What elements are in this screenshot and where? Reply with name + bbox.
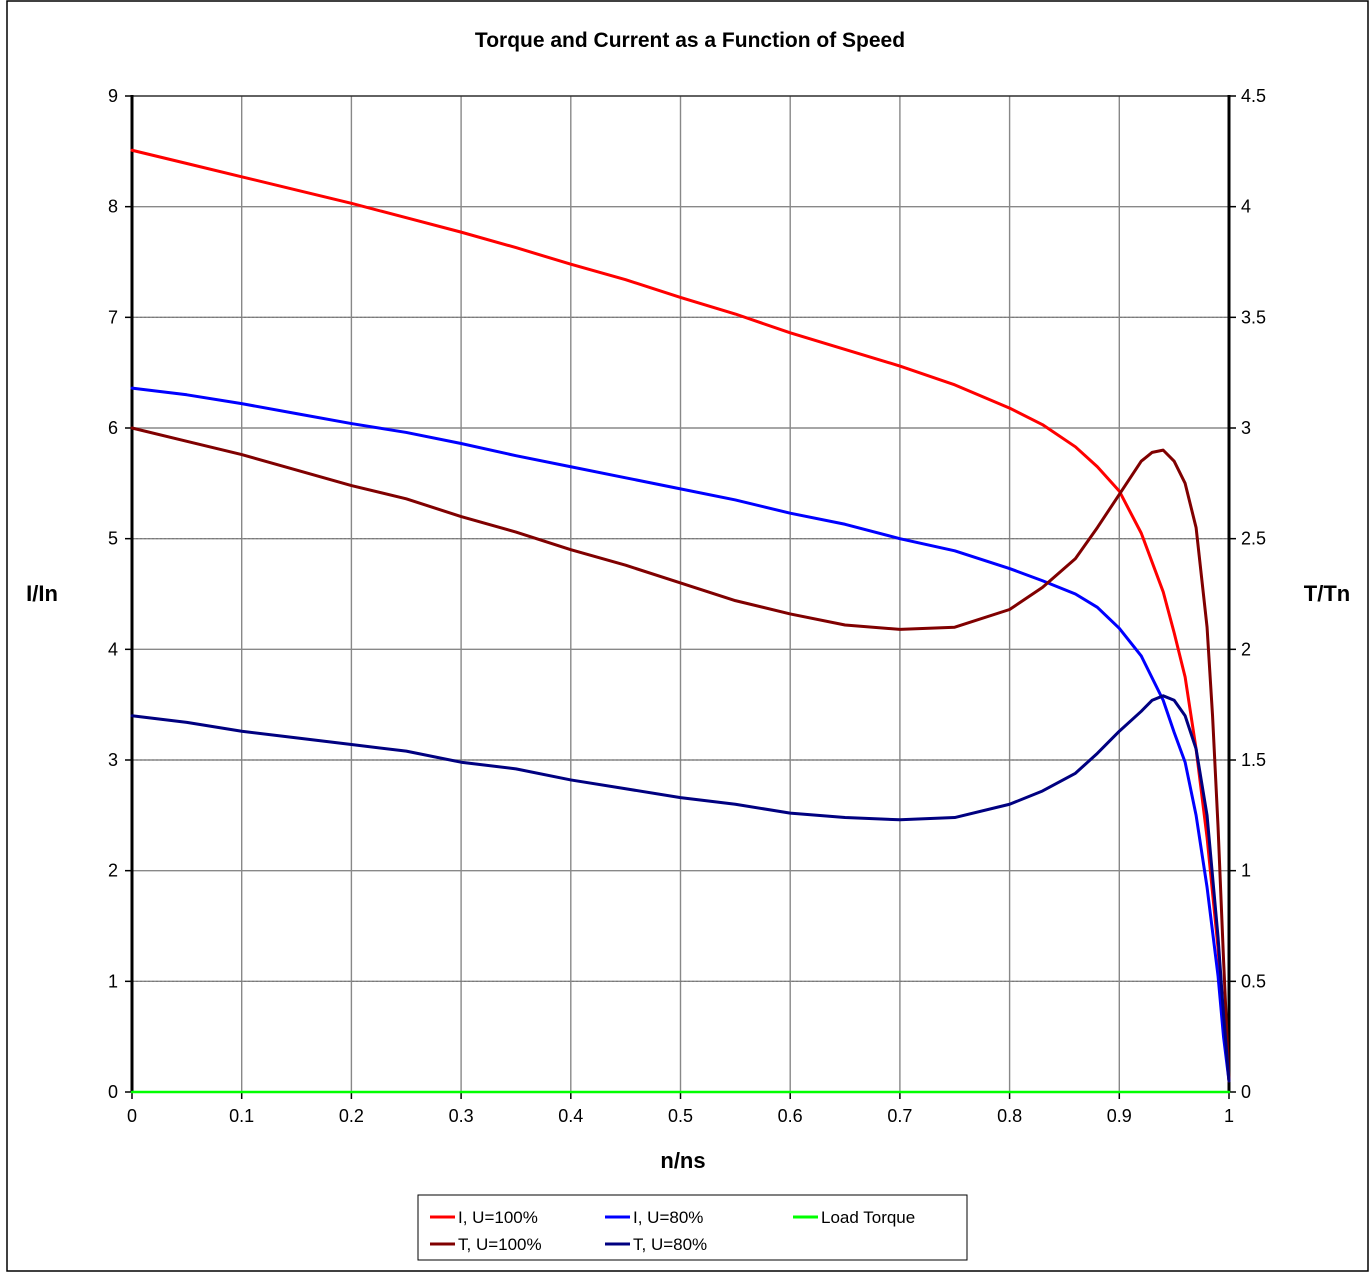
legend-label-t-u-100: T, U=100% [458,1235,542,1254]
x-tick-label: 0.9 [1107,1106,1132,1126]
y-right-tick-labels: 0 0.5 1 1.5 2 2.5 3 3.5 4 4.5 [1229,86,1266,1102]
x-tick-labels: 0 0.1 0.2 0.3 0.4 0.5 0.6 0.7 0.8 0.9 1 [127,1092,1234,1126]
y-left-tick-label: 1 [108,971,118,991]
legend: I, U=100% I, U=80% Load Torque T, U=100% T, … [417,1194,968,1261]
series-line-t-u-100 [130,426,1231,1083]
series-lines [130,148,1231,1094]
y-left-tick-label: 3 [108,750,118,770]
x-tick-label: 0 [127,1106,137,1126]
chart-border [6,0,1369,1272]
y-right-tick-label: 0.5 [1241,971,1266,991]
y-right-tick-label: 4 [1241,197,1251,217]
y-right-tick-label: 3.5 [1241,307,1266,327]
y-right-axis-label: T/Tn [1304,581,1350,606]
y-right-tick-label: 1 [1241,861,1251,881]
y-left-tick-labels: 0 1 2 3 4 5 6 7 8 9 [108,86,132,1102]
x-tick-label: 0.2 [339,1106,364,1126]
y-left-tick-label: 6 [108,418,118,438]
legend-label-load-torque: Load Torque [821,1208,915,1227]
series-line-i-u-100 [130,148,1231,1083]
y-left-tick-label: 8 [108,197,118,217]
legend-label-i-u-80: I, U=80% [633,1208,703,1227]
x-tick-label: 0.1 [229,1106,254,1126]
x-tick-label: 0.8 [997,1106,1022,1126]
y-left-tick-label: 2 [108,861,118,881]
y-left-tick-label: 5 [108,529,118,549]
legend-box [417,1194,968,1261]
x-tick-label: 0.4 [558,1106,583,1126]
series-line-i-u-80 [130,386,1231,1083]
y-right-tick-label: 3 [1241,418,1251,438]
x-tick-label: 1 [1224,1106,1234,1126]
y-left-tick-label: 9 [108,86,118,106]
legend-label-i-u-100: I, U=100% [458,1208,538,1227]
y-left-axis-label: I/In [26,581,58,606]
legend-label-t-u-80: T, U=80% [633,1235,707,1254]
y-left-tick-label: 0 [108,1082,118,1102]
chart-title: Torque and Current as a Function of Spee… [475,29,905,52]
y-left-tick-label: 7 [108,307,118,327]
y-right-tick-label: 2 [1241,639,1251,659]
y-right-tick-label: 2.5 [1241,529,1266,549]
x-tick-label: 0.5 [668,1106,693,1126]
y-right-tick-label: 0 [1241,1082,1251,1102]
x-tick-label: 0.7 [887,1106,912,1126]
x-tick-label: 0.3 [449,1106,474,1126]
y-left-tick-label: 4 [108,639,118,659]
y-right-tick-label: 4.5 [1241,86,1266,106]
x-axis-label: n/ns [660,1148,705,1173]
x-tick-label: 0.6 [778,1106,803,1126]
series-line-t-u-80 [130,694,1231,1083]
y-right-tick-label: 1.5 [1241,750,1266,770]
